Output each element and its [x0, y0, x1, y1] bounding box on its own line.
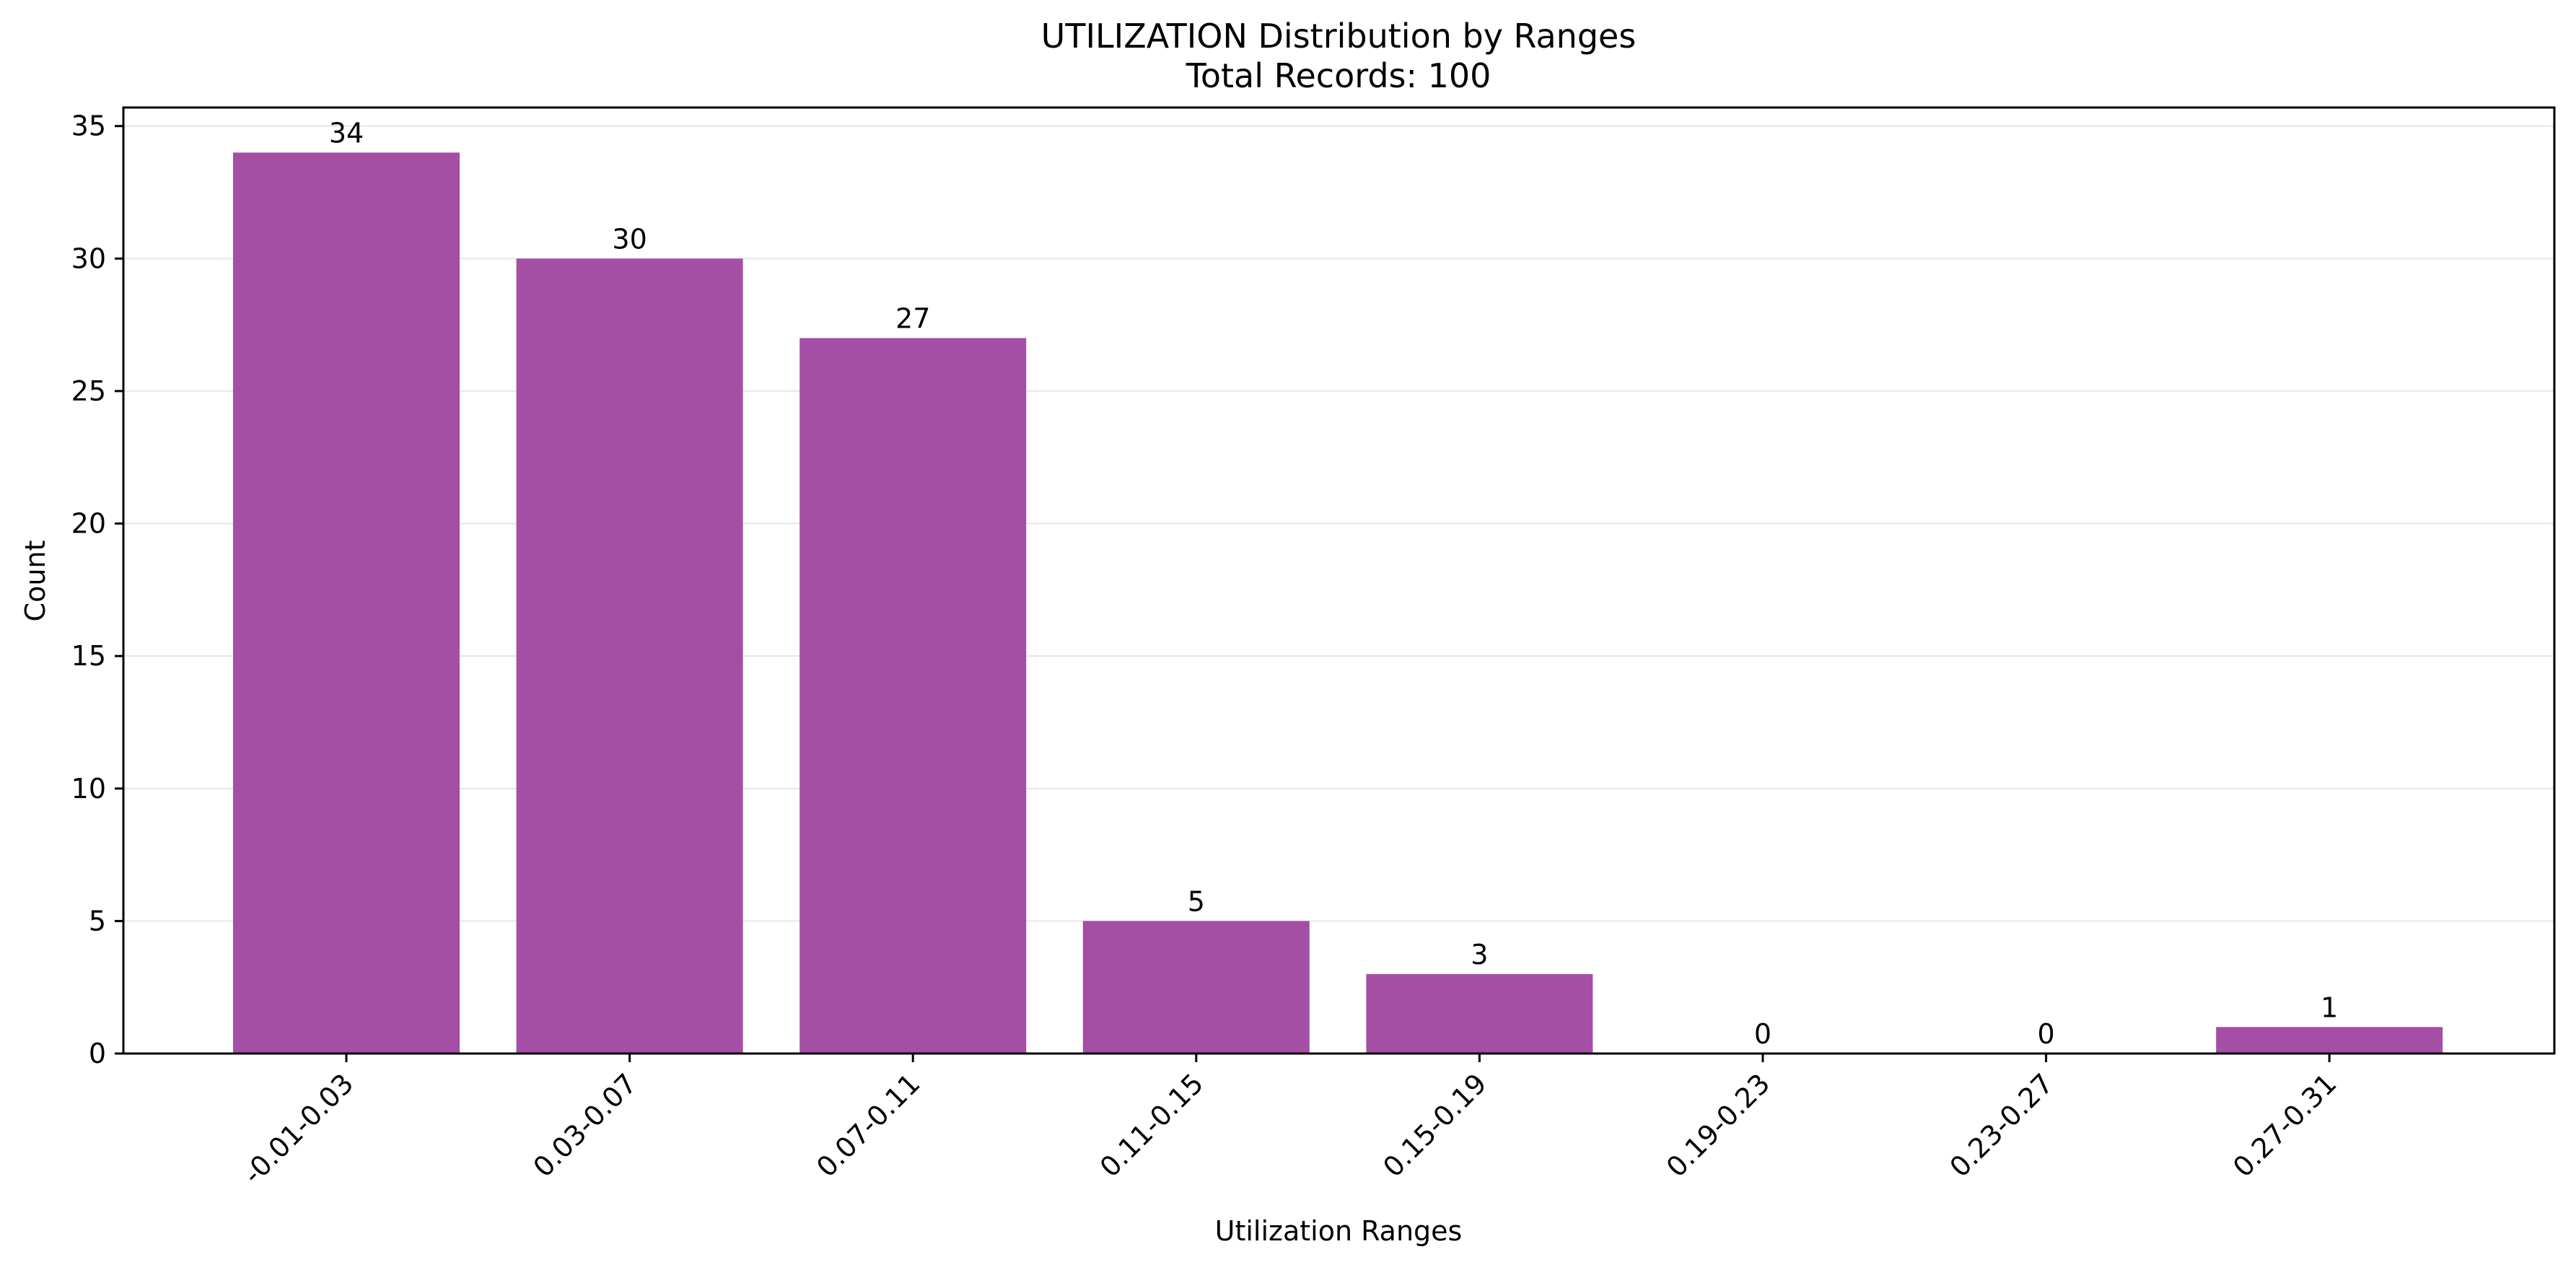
y-tick-label: 10 [71, 773, 106, 805]
bar-value-label: 27 [895, 302, 930, 334]
bar-value-label: 5 [1188, 885, 1205, 917]
bar-value-label: 30 [612, 223, 647, 255]
y-tick-label: 20 [71, 508, 106, 540]
y-axis-label: Count [19, 540, 51, 622]
x-tick-label: 0.19-0.23 [1660, 1067, 1776, 1183]
x-tick-label: -0.01-0.03 [237, 1067, 359, 1190]
x-tick-label: 0.03-0.07 [527, 1067, 642, 1183]
x-tick-label: 0.23-0.27 [1943, 1067, 2059, 1183]
chart-subtitle: Total Records: 100 [1186, 56, 1491, 95]
y-tick-label: 5 [89, 905, 106, 937]
x-tick-label: 0.15-0.19 [1377, 1067, 1492, 1183]
y-tick-label: 15 [71, 640, 106, 672]
y-tick-label: 25 [71, 375, 106, 407]
bar-0.27-0.31 [2216, 1027, 2443, 1054]
y-tick-label: 0 [89, 1038, 106, 1069]
x-axis: -0.01-0.03 0.03-0.07 0.07-0.11 0.11-0.15 0.1… [237, 1054, 2343, 1190]
x-tick-label: 0.27-0.31 [2227, 1067, 2342, 1183]
bar-0.07-0.11 [799, 338, 1027, 1054]
bar-0.11-0.15 [1082, 921, 1310, 1054]
y-tick-label: 35 [71, 110, 106, 142]
bar-value-label: 3 [1471, 939, 1488, 971]
x-tick-label: 0.07-0.11 [810, 1067, 926, 1183]
bar-value-label: 1 [2321, 991, 2338, 1023]
bars [233, 152, 2443, 1054]
x-tick-label: 0.11-0.15 [1094, 1067, 1209, 1183]
bar--0.01-0.03 [233, 152, 460, 1054]
gridlines [123, 125, 2554, 1054]
chart-title: UTILIZATION Distribution by Ranges [1041, 17, 1637, 56]
bar-0.15-0.19 [1366, 973, 1593, 1054]
plot-frame [122, 106, 2556, 1055]
bar-value-label: 34 [329, 117, 364, 149]
bar-value-label: 0 [1754, 1018, 1771, 1050]
y-axis: 0 5 10 15 20 25 30 35 [71, 110, 123, 1069]
bar-0.03-0.07 [516, 258, 743, 1054]
y-tick-label: 30 [71, 242, 106, 274]
bar-value-label: 0 [2038, 1018, 2055, 1050]
x-axis-label: Utilization Ranges [1215, 1215, 1463, 1247]
